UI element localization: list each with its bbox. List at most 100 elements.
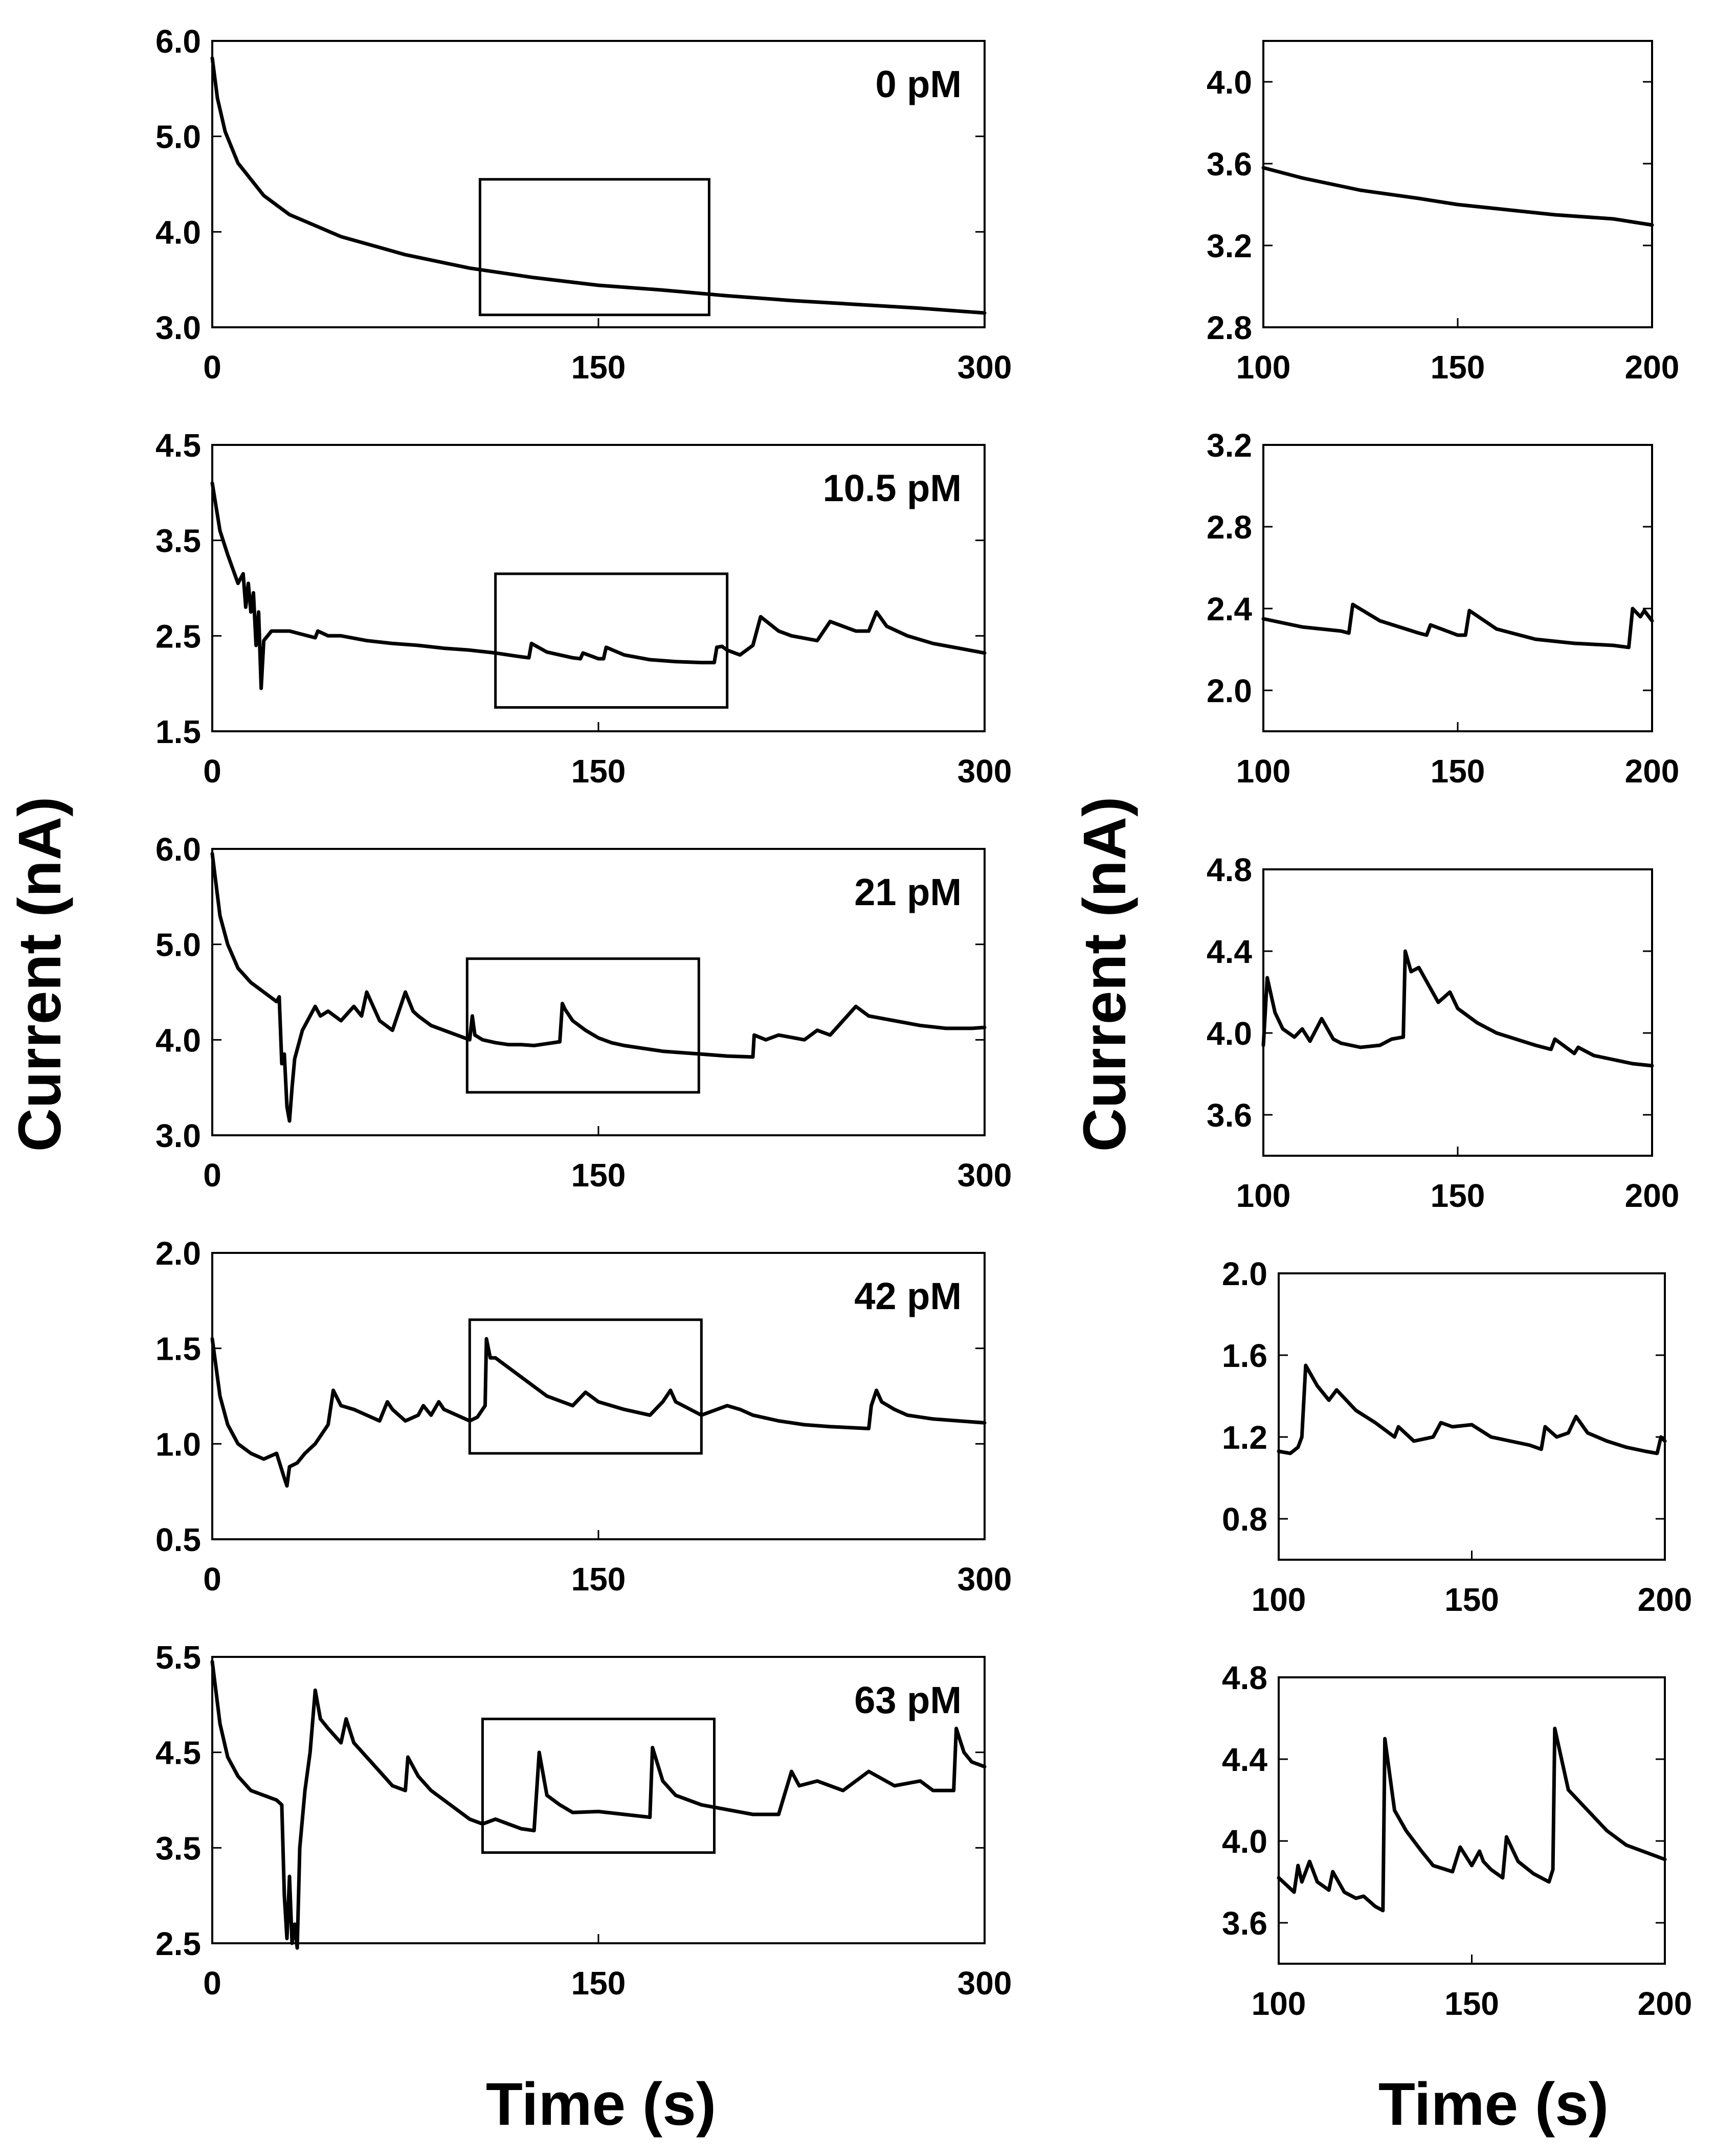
zoom-panel-0-ytick-label: 4.0: [1207, 64, 1252, 101]
zoom-panel-2-xtick-label: 200: [1625, 1177, 1680, 1214]
zoom-panel-1-ytick-label: 2.0: [1207, 672, 1252, 709]
zoom-panel-4-frame: [1278, 1676, 1666, 1965]
zoom-panel-3-xtick-label: 100: [1252, 1581, 1306, 1618]
zoom-panel-0-xtick-label: 200: [1625, 349, 1680, 386]
zoom-panel-1: 2.0 2.4 2.8 3.2 100 150 200: [1207, 427, 1679, 790]
full-panel-0-xtick-label: 0: [203, 349, 221, 386]
zoom-panel-3-ytick-label: 1.6: [1222, 1337, 1267, 1374]
zoom-panel-2-ytick-label: 4.4: [1207, 933, 1252, 970]
zoom-panel-0-trace: [1261, 166, 1654, 227]
full-panel-4-xtick-label: 300: [957, 1965, 1012, 2002]
full-panel-1-xtick-label: 0: [203, 753, 221, 790]
zoom-panel-2-xtick-label: 150: [1431, 1177, 1485, 1214]
full-panel-4-zoom-box: [481, 1717, 716, 1854]
full-panel-2-concentration-label: 21 pM: [854, 871, 962, 913]
zoom-panel-2: 3.6 4.0 4.4 4.8 100 150 200: [1207, 851, 1679, 1214]
full-panel-1: 1.5 2.5 3.5 4.5 0 150 300 10.5 pM: [155, 427, 1012, 790]
full-panel-1-ytick-label: 4.5: [155, 427, 201, 464]
full-panel-1-xtick-label: 150: [571, 753, 626, 790]
zoom-panel-0-ytick-label: 2.8: [1207, 309, 1252, 346]
zoom-panel-1-frame: [1262, 444, 1653, 732]
full-panel-3-xtick-label: 0: [203, 1561, 221, 1598]
zoom-panel-2-ytick-label: 4.8: [1207, 851, 1252, 888]
full-panel-2-ytick-label: 6.0: [155, 831, 201, 868]
zoom-panel-4-xtick-label: 150: [1444, 1985, 1499, 2022]
full-panel-0-ytick-label: 4.0: [155, 214, 201, 251]
zoom-panel-3-ytick-label: 0.8: [1222, 1501, 1267, 1538]
zoom-panel-0-ytick-label: 3.2: [1207, 228, 1252, 264]
zoom-panel-4-ytick-label: 3.6: [1222, 1905, 1267, 1942]
zoom-panel-0-frame: [1262, 40, 1653, 328]
zoom-panel-1-ytick-label: 2.8: [1207, 509, 1252, 546]
zoom-panel-3-frame: [1278, 1272, 1666, 1561]
zoom-panel-4-ytick-label: 4.8: [1222, 1659, 1267, 1696]
full-panel-4-xtick-label: 150: [571, 1965, 626, 2002]
zoom-panel-4-ytick-label: 4.4: [1222, 1741, 1267, 1778]
zoom-panel-0-xtick-label: 100: [1236, 349, 1291, 386]
full-panel-3-trace: [210, 1337, 987, 1488]
left-x-axis-title: Time (s): [486, 2071, 716, 2138]
full-panel-4-ytick-label: 2.5: [155, 1925, 201, 1962]
zoom-panel-0: 2.8 3.2 3.6 4.0 100 150 200: [1207, 40, 1680, 386]
full-panel-3-ytick-label: 0.5: [155, 1521, 201, 1558]
full-panel-0-trace: [210, 56, 987, 315]
zoom-panel-2-frame: [1262, 868, 1653, 1157]
full-panel-4-ytick-label: 5.5: [155, 1639, 201, 1676]
right-x-axis-title: Time (s): [1378, 2071, 1609, 2138]
full-panel-1-ytick-label: 3.5: [155, 523, 201, 559]
full-panel-1-ytick-label: 1.5: [155, 713, 201, 750]
full-panel-0-xtick-label: 300: [957, 349, 1012, 386]
full-panel-0: 3.0 4.0 5.0 6.0 0 150 300 0 pM: [155, 23, 1012, 386]
full-panel-3-ytick-label: 1.5: [155, 1331, 201, 1367]
full-panel-1-concentration-label: 10.5 pM: [823, 467, 962, 509]
full-panel-0-ytick-label: 5.0: [155, 119, 201, 155]
full-panel-4-trace: [210, 1659, 987, 1950]
zoom-panel-1-trace: [1261, 602, 1654, 649]
zoom-panel-4-xtick-label: 100: [1252, 1985, 1306, 2022]
zoom-panel-4-trace: [1277, 1726, 1667, 1913]
zoom-panel-4-xtick-label: 200: [1638, 1985, 1692, 2022]
zoom-panel-2-ytick-label: 4.0: [1207, 1015, 1252, 1052]
zoom-panel-4-ytick-label: 4.0: [1222, 1823, 1267, 1860]
zoom-panel-3-trace: [1277, 1363, 1667, 1455]
zoom-panel-3-ytick-label: 2.0: [1222, 1255, 1267, 1292]
full-panel-1-zoom-box: [494, 572, 729, 709]
zoom-panel-1-ytick-label: 3.2: [1207, 427, 1252, 464]
full-panel-0-zoom-box: [478, 178, 710, 317]
zoom-panel-1-ytick-label: 2.4: [1207, 591, 1252, 627]
zoom-panel-2-trace: [1261, 949, 1654, 1068]
zoom-panel-2-xtick-label: 100: [1236, 1177, 1291, 1214]
zoom-panel-2-ytick-label: 3.6: [1207, 1097, 1252, 1134]
full-panel-2-ytick-label: 4.0: [155, 1022, 201, 1059]
zoom-panel-0-xtick-label: 150: [1431, 349, 1485, 386]
full-panel-2-xtick-label: 150: [571, 1157, 626, 1194]
full-panel-4-concentration-label: 63 pM: [854, 1679, 962, 1721]
full-panel-4: 2.5 3.5 4.5 5.5 0 150 300 63 pM: [155, 1639, 1012, 2002]
full-panel-2-ytick-label: 3.0: [155, 1117, 201, 1154]
zoom-panel-1-xtick-label: 150: [1431, 753, 1485, 790]
full-panel-1-xtick-label: 300: [957, 753, 1012, 790]
full-panel-1-trace: [210, 481, 987, 690]
full-panel-2-zoom-box: [465, 957, 700, 1094]
full-panel-2: 3.0 4.0 5.0 6.0 0 150 300 21 pM: [155, 831, 1012, 1194]
zoom-panel-1-xtick-label: 200: [1625, 753, 1680, 790]
full-panel-0-ytick-label: 3.0: [155, 309, 201, 346]
full-panel-2-xtick-label: 300: [957, 1157, 1012, 1194]
full-panel-0-ytick-label: 6.0: [155, 23, 201, 60]
full-panel-3-xtick-label: 300: [957, 1561, 1012, 1598]
full-panel-4-ytick-label: 3.5: [155, 1830, 201, 1867]
zoom-panel-3-ytick-label: 1.2: [1222, 1419, 1267, 1456]
zoom-panel-0-ytick-label: 3.6: [1207, 146, 1252, 183]
full-panel-0-concentration-label: 0 pM: [875, 63, 962, 105]
full-panel-2-ytick-label: 5.0: [155, 927, 201, 963]
zoom-panel-3: 0.8 1.2 1.6 2.0 100 150 200: [1222, 1255, 1692, 1618]
left-y-axis-title: Current (nA): [6, 797, 74, 1152]
full-panel-0-xtick-label: 150: [571, 349, 626, 386]
right-y-axis-title: Current (nA): [1071, 797, 1139, 1152]
full-panel-2-xtick-label: 0: [203, 1157, 221, 1194]
full-panel-3-ytick-label: 1.0: [155, 1426, 201, 1463]
full-panel-2-trace: [210, 851, 987, 1123]
full-panel-3-xtick-label: 150: [571, 1561, 626, 1598]
